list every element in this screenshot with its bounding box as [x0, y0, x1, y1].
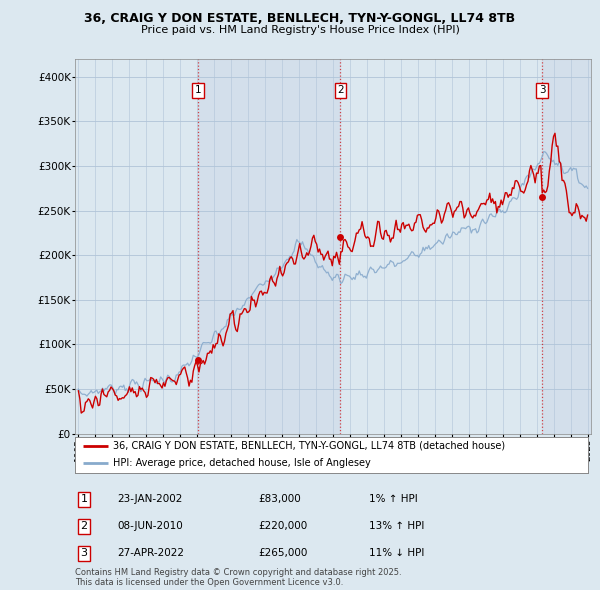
- Text: 27-APR-2022: 27-APR-2022: [117, 549, 184, 558]
- Text: 36, CRAIG Y DON ESTATE, BENLLECH, TYN-Y-GONGL, LL74 8TB (detached house): 36, CRAIG Y DON ESTATE, BENLLECH, TYN-Y-…: [113, 441, 506, 451]
- Text: 1: 1: [195, 85, 202, 95]
- Text: Contains HM Land Registry data © Crown copyright and database right 2025.
This d: Contains HM Land Registry data © Crown c…: [75, 568, 401, 587]
- Text: £220,000: £220,000: [258, 522, 307, 531]
- Text: 2: 2: [337, 85, 344, 95]
- Text: 36, CRAIG Y DON ESTATE, BENLLECH, TYN-Y-GONGL, LL74 8TB: 36, CRAIG Y DON ESTATE, BENLLECH, TYN-Y-…: [85, 12, 515, 25]
- Text: 1: 1: [80, 494, 88, 504]
- Bar: [199, 59, 340, 434]
- Text: 23-JAN-2002: 23-JAN-2002: [117, 494, 182, 504]
- Text: HPI: Average price, detached house, Isle of Anglesey: HPI: Average price, detached house, Isle…: [113, 458, 371, 468]
- Text: 2: 2: [80, 522, 88, 531]
- Text: 1% ↑ HPI: 1% ↑ HPI: [369, 494, 418, 504]
- Text: £83,000: £83,000: [258, 494, 301, 504]
- Text: 13% ↑ HPI: 13% ↑ HPI: [369, 522, 424, 531]
- Text: 11% ↓ HPI: 11% ↓ HPI: [369, 549, 424, 558]
- Text: 3: 3: [539, 85, 545, 95]
- Bar: [542, 59, 591, 434]
- Text: 3: 3: [80, 549, 88, 558]
- Text: Price paid vs. HM Land Registry's House Price Index (HPI): Price paid vs. HM Land Registry's House …: [140, 25, 460, 35]
- Text: 08-JUN-2010: 08-JUN-2010: [117, 522, 183, 531]
- Text: £265,000: £265,000: [258, 549, 307, 558]
